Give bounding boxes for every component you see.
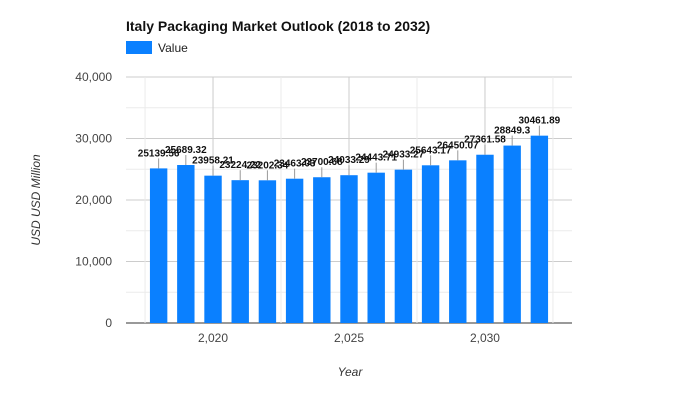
bar: [449, 160, 467, 323]
chart-title: Italy Packaging Market Outlook (2018 to …: [126, 18, 430, 34]
data-label: 30461.89: [519, 116, 561, 127]
data-label: 23463.03: [274, 159, 316, 170]
data-labels: 25139.5625689.3223958.2123224.2223202.34…: [138, 116, 561, 181]
data-label: 25139.56: [138, 148, 180, 159]
bar: [530, 135, 549, 323]
data-label: 23224.22: [219, 160, 261, 171]
data-label: 26450.07: [437, 140, 479, 151]
x-tick-label: 2,020: [198, 331, 228, 345]
data-label: 25689.32: [165, 145, 207, 156]
bar: [340, 175, 358, 323]
x-tick-label: 2,025: [334, 331, 364, 345]
bar: [177, 165, 195, 323]
data-label: 27361.58: [464, 135, 506, 146]
x-tick-label: 2,030: [470, 331, 500, 345]
bar: [394, 169, 413, 323]
y-tick-label: 0: [105, 316, 112, 330]
bars: [149, 135, 549, 323]
bar: [285, 178, 304, 323]
bar: [367, 172, 385, 323]
bar: [313, 177, 331, 323]
bar: [149, 168, 168, 323]
axes: 0 10,000 20,000 30,000 40,000 2,020 2,025 2,030: [75, 70, 500, 345]
data-label: 25643.17: [410, 145, 452, 156]
bar: [421, 165, 440, 323]
y-tick-label: 20,000: [75, 193, 112, 207]
data-label: 23202.34: [247, 160, 289, 171]
legend[interactable]: Value: [126, 41, 188, 55]
y-tick-label: 40,000: [75, 70, 112, 84]
data-label: 24033.29: [328, 155, 370, 166]
y-axis-title: USD USD Million: [29, 154, 43, 246]
bar: [231, 180, 249, 323]
bar: [204, 175, 222, 323]
bar: [476, 154, 494, 323]
data-label: 24443.71: [355, 153, 397, 164]
data-label: 23958.21: [192, 156, 234, 167]
bar: [503, 145, 521, 323]
data-label: 23700.68: [301, 157, 343, 168]
y-tick-label: 30,000: [75, 132, 112, 146]
data-label: 24933.27: [383, 150, 425, 161]
data-label: 28849.3: [494, 126, 531, 137]
legend-label: Value: [158, 41, 188, 55]
bar: [258, 180, 277, 323]
x-axis-title: Year: [338, 365, 364, 379]
y-tick-label: 10,000: [75, 255, 112, 269]
legend-swatch: [126, 41, 152, 54]
